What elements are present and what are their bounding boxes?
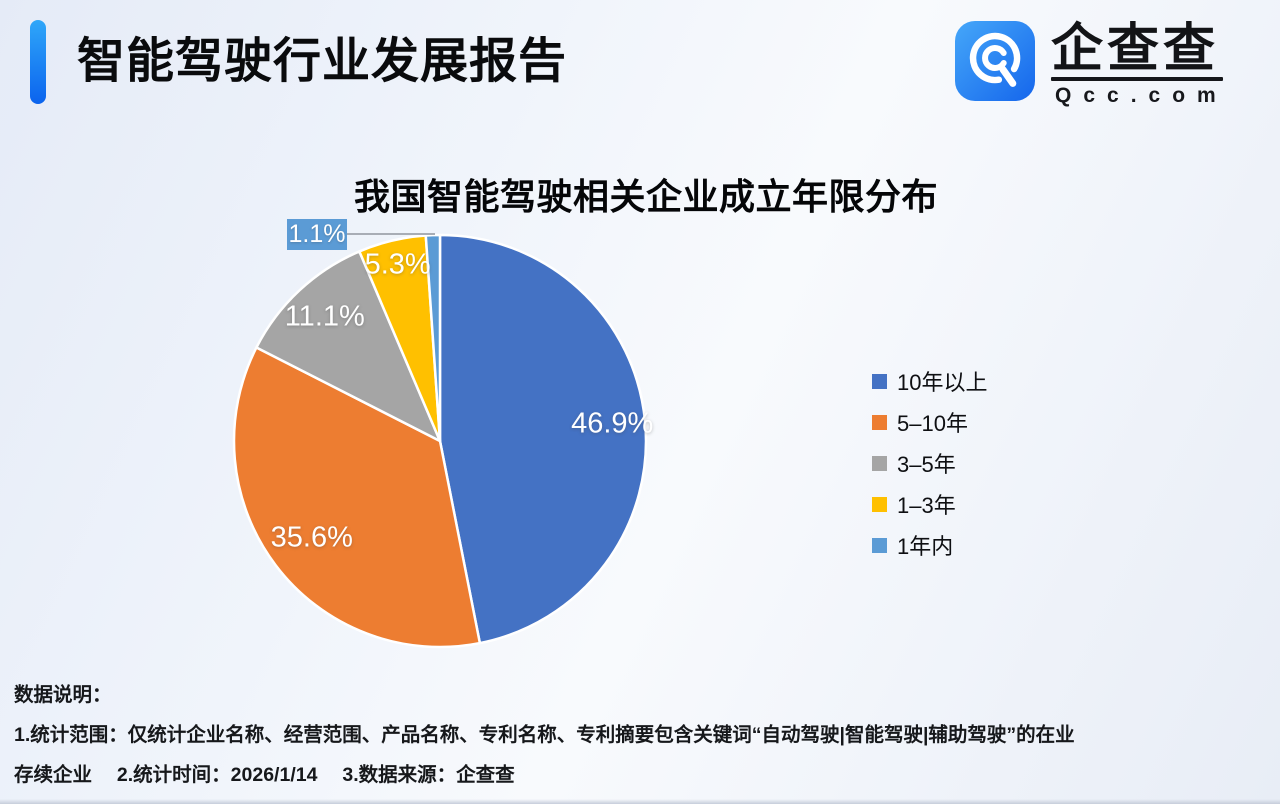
legend-swatch-icon xyxy=(872,414,887,430)
legend-item-1: 5–10年 xyxy=(872,410,987,436)
legend-item-4: 1年内 xyxy=(872,533,987,559)
legend-item-0: 10年以上 xyxy=(872,369,987,395)
qcc-domain-text: Qcc.com xyxy=(1055,84,1228,107)
legend-label: 10年以上 xyxy=(897,370,988,395)
qcc-brand-name: 企查查 xyxy=(1051,20,1220,78)
pie-slice-0 xyxy=(438,233,648,645)
chart-legend: 10年以上 5–10年 3–5年 1–3年 1年内 xyxy=(872,369,987,559)
callout-label-smallest-slice: 1.1% xyxy=(287,219,347,250)
report-title: 智能驾驶行业发展报告 xyxy=(77,35,568,88)
pie-slice-4 xyxy=(424,233,442,443)
legend-item-3: 1–3年 xyxy=(872,492,987,518)
qcc-logo: 企查查 Qcc.com xyxy=(955,21,1227,108)
notes-heading: 数据说明： xyxy=(14,684,112,706)
legend-label: 1年内 xyxy=(897,534,954,559)
chart-title: 我国智能驾驶相关企业成立年限分布 xyxy=(354,176,939,217)
legend-label: 5–10年 xyxy=(897,411,968,436)
pie-chart xyxy=(232,233,648,649)
data-notes: 数据说明： 1.统计范围：仅统计企业名称、经营范围、产品名称、专利名称、专利摘要… xyxy=(14,675,1075,795)
legend-label: 1–3年 xyxy=(897,493,956,518)
page-bottom-edge xyxy=(0,799,1280,804)
legend-item-2: 3–5年 xyxy=(872,451,987,477)
qcc-logo-text: 企查查 Qcc.com xyxy=(1051,21,1227,108)
qcc-magnifier-icon xyxy=(955,21,1035,101)
pie-slice-1 xyxy=(232,346,482,649)
notes-line-1: 1.统计范围：仅统计企业名称、经营范围、产品名称、专利名称、专利摘要包含关键词“… xyxy=(14,724,1075,746)
legend-swatch-icon xyxy=(872,373,887,389)
pie-slice-2 xyxy=(255,250,442,443)
callout-leader-line xyxy=(347,233,435,235)
legend-swatch-icon xyxy=(872,537,887,553)
logo-divider-rule xyxy=(1051,77,1223,81)
legend-swatch-icon xyxy=(872,496,887,512)
legend-swatch-icon xyxy=(872,455,887,471)
title-accent-bar xyxy=(30,20,46,104)
legend-label: 3–5年 xyxy=(897,452,956,477)
notes-line-2: 存续企业 2.统计时间：2026/1/14 3.数据来源：企查查 xyxy=(14,764,515,786)
